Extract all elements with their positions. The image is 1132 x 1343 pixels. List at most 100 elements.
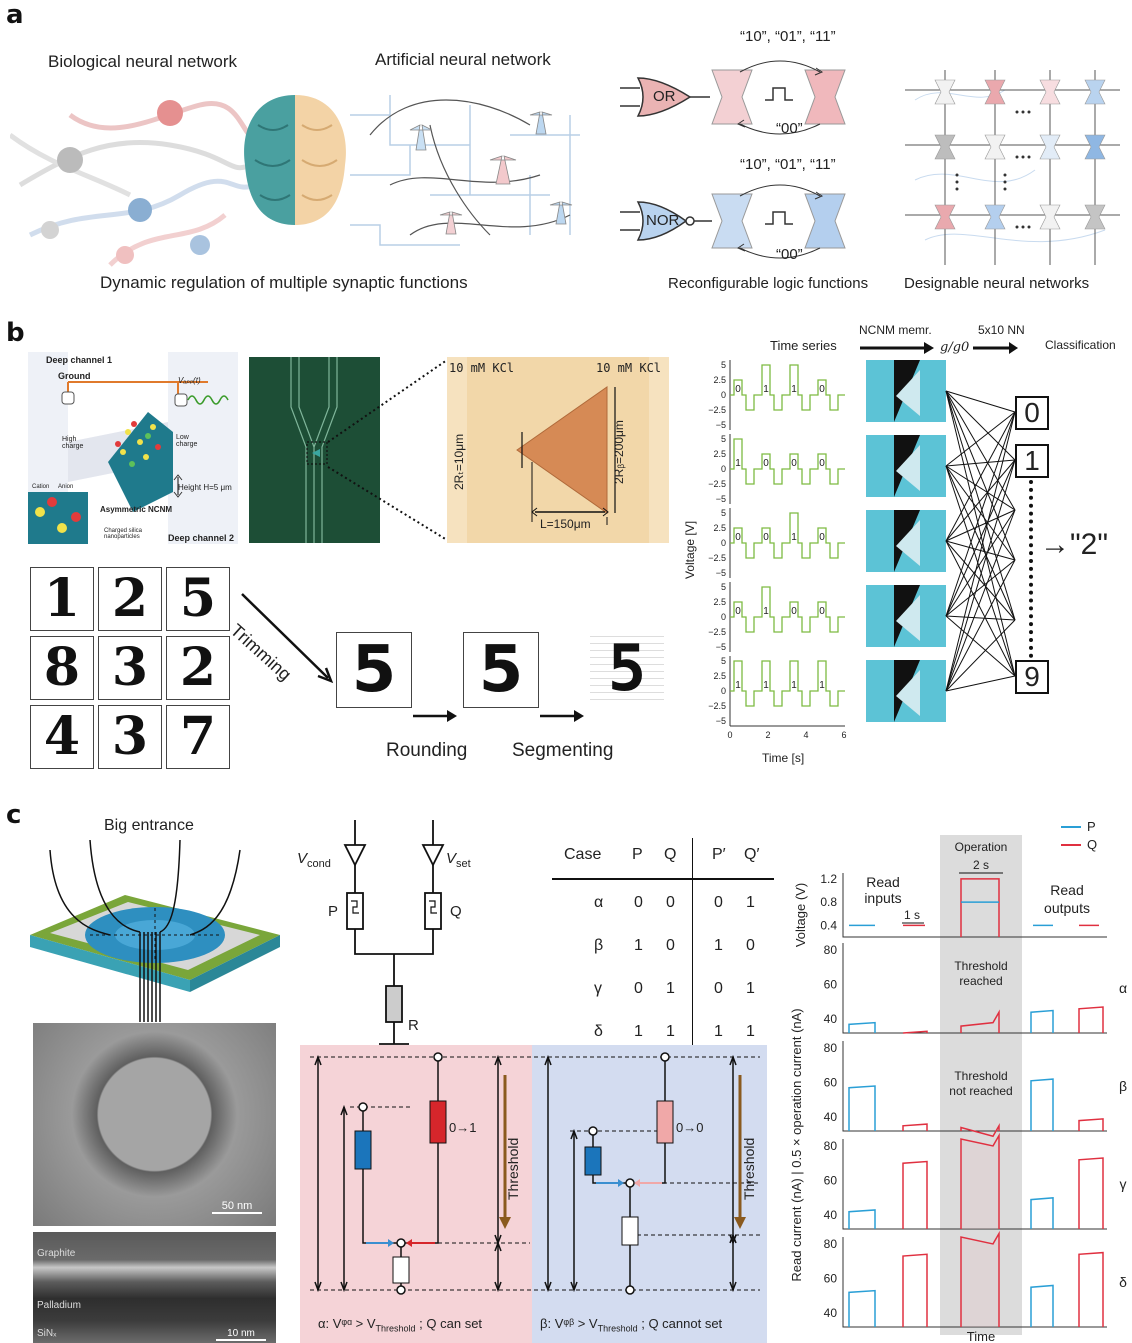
beta-cap-sub: Threshold bbox=[597, 1323, 638, 1334]
threshold-not-label: Threshold bbox=[954, 1069, 1007, 1083]
table-cell: 0 bbox=[746, 937, 755, 954]
ts-ytick: 5 bbox=[721, 434, 726, 444]
table-cell: β bbox=[594, 937, 604, 954]
i-ytick: 60 bbox=[824, 1272, 838, 1286]
ts-bit-label: 0 bbox=[735, 384, 741, 395]
i-in-p bbox=[848, 1085, 876, 1131]
case-label: α bbox=[1119, 980, 1127, 996]
nanochannel-micrograph bbox=[447, 357, 669, 543]
ts-bit-label: 1 bbox=[791, 532, 797, 543]
scale-bar-2: 10 nm bbox=[216, 1328, 266, 1341]
ts-ytick: 2.5 bbox=[713, 523, 726, 533]
voltage-axes bbox=[842, 873, 1107, 938]
ts-ytick: −5 bbox=[716, 494, 726, 504]
kcl-left: 10 mM KCl bbox=[449, 361, 515, 375]
table-cell: 1 bbox=[746, 894, 755, 911]
alpha-caption: α: Vᵠᵅ > VThreshold ; Q can set bbox=[318, 1316, 482, 1334]
segmenting-label: Segmenting bbox=[512, 740, 614, 761]
ts-xtick: 2 bbox=[765, 730, 770, 740]
ncnm-label: NCNM memr. bbox=[859, 323, 932, 337]
ts-bit-label: 0 bbox=[735, 532, 741, 543]
panel-a-label: a bbox=[6, 0, 24, 30]
schem-cation: Cation bbox=[32, 484, 50, 490]
ts-ytick: −2.5 bbox=[708, 479, 726, 489]
ts-xtick: 0 bbox=[727, 730, 732, 740]
table-header: Q′ bbox=[744, 846, 760, 863]
nn-label: 5x10 NN bbox=[978, 323, 1025, 337]
ts-bit-label: 1 bbox=[763, 680, 769, 691]
or-label: OR bbox=[653, 88, 676, 105]
table-cell: 0 bbox=[714, 980, 723, 997]
ts-ytick: −5 bbox=[716, 420, 726, 430]
table-cell: 1 bbox=[746, 1023, 755, 1040]
schem-high: High charge bbox=[62, 436, 84, 450]
nn-connection bbox=[945, 390, 1016, 677]
palladium-label: Palladium bbox=[37, 1300, 81, 1311]
vcond-sub: cond bbox=[307, 858, 331, 870]
i-ytick: 80 bbox=[824, 1139, 838, 1153]
i-op-q bbox=[960, 1230, 1000, 1327]
i-out-p bbox=[1030, 1009, 1054, 1033]
read-inputs-label: inputs bbox=[864, 890, 901, 906]
nn-connection bbox=[945, 465, 1016, 621]
big-entrance-label: Big entrance bbox=[104, 817, 194, 834]
schem-anion: Anion bbox=[58, 484, 74, 490]
table-cell: 1 bbox=[714, 937, 723, 954]
nn-connection bbox=[945, 459, 1016, 467]
legend-q-label: Q bbox=[1087, 837, 1097, 852]
neuron-illustration bbox=[10, 95, 580, 267]
i-out-q bbox=[1078, 1251, 1104, 1327]
ts-bit-label: 1 bbox=[763, 606, 769, 617]
ncnm-particles bbox=[896, 370, 920, 416]
i-ytick: 60 bbox=[824, 978, 838, 992]
ts-bit-label: 0 bbox=[763, 458, 769, 469]
current-axes bbox=[842, 943, 1107, 1034]
nn-connection bbox=[945, 615, 1016, 677]
case-label: β bbox=[1119, 1078, 1127, 1094]
circuit-diagram bbox=[343, 820, 445, 1055]
device-micrograph bbox=[249, 357, 380, 543]
nn-connection bbox=[945, 509, 1016, 692]
ts-bit-label: 0 bbox=[819, 384, 825, 395]
table-cell: γ bbox=[594, 980, 602, 997]
circuit-r: R bbox=[408, 1017, 419, 1034]
beta-caption: β: Vᵠᵝ > VThreshold ; Q cannot set bbox=[540, 1316, 722, 1334]
ts-bit-label: 0 bbox=[791, 458, 797, 469]
table-header: Q bbox=[664, 846, 677, 863]
nn-connection bbox=[945, 619, 1016, 692]
table-header: Case bbox=[564, 846, 602, 863]
ts-ytick: 5 bbox=[721, 656, 726, 666]
ts-xtick: 4 bbox=[803, 730, 808, 740]
schem-low: Low charge bbox=[176, 434, 198, 448]
circuit-vcond: Vcond bbox=[297, 850, 331, 870]
nn-connection bbox=[945, 465, 1016, 511]
table-cell: 1 bbox=[746, 980, 755, 997]
alpha-cap-end: ; Q can set bbox=[415, 1316, 483, 1331]
i-ytick: 60 bbox=[824, 1174, 838, 1188]
circuit-p: P bbox=[328, 903, 339, 920]
circuit-vset: Vset bbox=[446, 850, 471, 870]
i-ytick: 80 bbox=[824, 1237, 838, 1251]
digit-text: 8 bbox=[43, 637, 81, 698]
tem-image: 50 nm bbox=[33, 1023, 276, 1226]
table-divider bbox=[692, 838, 693, 1050]
v-op-q bbox=[960, 878, 1000, 937]
ts-bit-label: 1 bbox=[735, 680, 741, 691]
i-ytick: 60 bbox=[824, 1076, 838, 1090]
digit-text: 2 bbox=[111, 568, 149, 629]
ts-bit-label: 0 bbox=[819, 458, 825, 469]
vset-sub: set bbox=[456, 858, 471, 870]
digit-text: 3 bbox=[111, 706, 149, 767]
ts-ytick: −5 bbox=[716, 642, 726, 652]
table-cell: 1 bbox=[634, 1023, 643, 1040]
ts-ytick: −2.5 bbox=[708, 553, 726, 563]
digit-cell: 7 bbox=[166, 705, 230, 769]
schem-deep1: Deep channel 1 bbox=[46, 355, 113, 365]
table-cell: 1 bbox=[634, 937, 643, 954]
caption-logic: Reconfigurable logic functions bbox=[668, 275, 869, 292]
ts-series-line bbox=[730, 512, 845, 559]
digit-rounded: 5 bbox=[463, 632, 539, 708]
ts-ytick: 2.5 bbox=[713, 597, 726, 607]
table-header: P′ bbox=[712, 846, 726, 863]
